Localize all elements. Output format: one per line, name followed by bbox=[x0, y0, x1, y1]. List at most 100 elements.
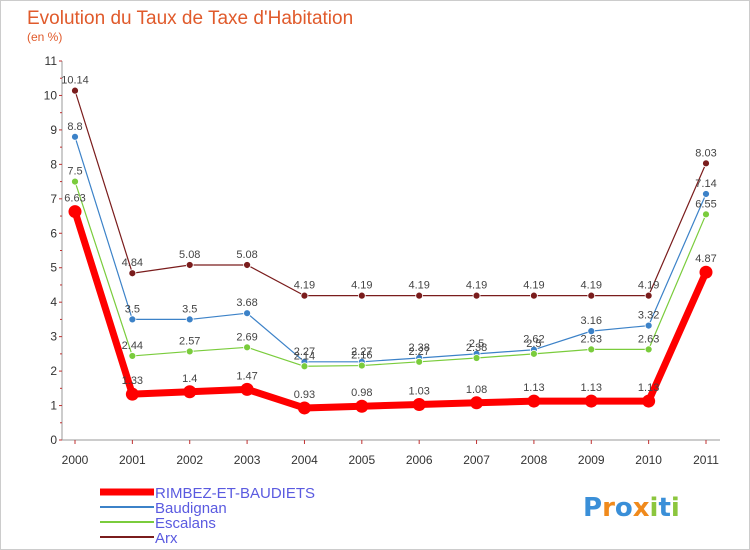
data-label-rimbez-et-baudiets: 0.93 bbox=[294, 389, 315, 401]
data-label-escalans: 2.27 bbox=[408, 346, 429, 358]
data-point-baudignan bbox=[587, 327, 596, 336]
proxiti-logo: Proxiti bbox=[583, 493, 680, 523]
data-label-rimbez-et-baudiets: 1.13 bbox=[581, 382, 602, 394]
data-label-escalans: 2.57 bbox=[179, 335, 200, 347]
data-point-baudignan bbox=[243, 309, 251, 318]
data-point-escalans bbox=[300, 362, 309, 371]
logo-text: Proxiti bbox=[583, 493, 680, 523]
y-tick-label: 9 bbox=[50, 123, 57, 137]
data-label-escalans: 2.44 bbox=[122, 340, 143, 352]
data-label-arx: 5.08 bbox=[179, 249, 200, 261]
chart-title: Evolution du Taux de Taxe d'Habitation bbox=[27, 8, 353, 29]
data-label-escalans: 6.55 bbox=[695, 198, 716, 210]
data-label-rimbez-et-baudiets: 1.47 bbox=[236, 370, 257, 382]
logo-letter: r bbox=[602, 493, 615, 523]
logo-letter: i bbox=[650, 493, 659, 523]
logo-letter: P bbox=[583, 493, 602, 523]
data-label-arx: 8.03 bbox=[695, 147, 716, 159]
y-tick-label: 8 bbox=[50, 157, 57, 171]
x-tick-label: 2004 bbox=[291, 453, 318, 467]
data-label-arx: 4.19 bbox=[638, 280, 659, 292]
data-point-escalans bbox=[644, 345, 653, 354]
data-label-baudignan: 7.14 bbox=[695, 178, 716, 190]
data-point-rimbez-et-baudiets bbox=[584, 394, 598, 408]
y-tick-label: 10 bbox=[44, 88, 58, 102]
legend-label-rimbez-et-baudiets: RIMBEZ-ET-BAUDIETS bbox=[155, 485, 315, 502]
data-point-rimbez-et-baudiets bbox=[355, 399, 369, 413]
y-tick-label: 1 bbox=[50, 399, 57, 413]
x-tick-label: 2011 bbox=[693, 453, 719, 467]
chart-subtitle: (en %) bbox=[27, 30, 62, 44]
data-point-arx bbox=[415, 291, 424, 300]
y-tick-label: 2 bbox=[50, 364, 57, 378]
data-point-rimbez-et-baudiets bbox=[183, 385, 197, 399]
data-label-arx: 4.84 bbox=[122, 257, 143, 269]
data-label-baudignan: 2.38 bbox=[408, 342, 429, 354]
data-label-rimbez-et-baudiets: 6.63 bbox=[64, 193, 85, 205]
x-tick-label: 2005 bbox=[348, 453, 375, 467]
data-label-baudignan: 3.68 bbox=[236, 297, 257, 309]
data-point-escalans bbox=[243, 343, 251, 352]
y-tick-label: 4 bbox=[50, 295, 57, 309]
series-escalans bbox=[71, 177, 710, 371]
data-point-escalans bbox=[472, 354, 481, 362]
data-label-rimbez-et-baudiets: 1.03 bbox=[408, 386, 429, 398]
data-point-arx bbox=[185, 261, 194, 269]
data-label-baudignan: 2.5 bbox=[469, 338, 484, 350]
data-label-arx: 4.19 bbox=[408, 280, 429, 292]
data-point-arx bbox=[472, 291, 481, 300]
data-label-arx: 4.19 bbox=[466, 280, 487, 292]
data-point-arx bbox=[71, 86, 79, 95]
data-point-escalans bbox=[587, 345, 596, 354]
data-label-escalans: 2.38 bbox=[466, 342, 487, 354]
logo-letter: o bbox=[615, 493, 633, 523]
y-tick-label: 7 bbox=[50, 192, 57, 206]
data-point-rimbez-et-baudiets bbox=[527, 394, 541, 408]
y-tick-label: 0 bbox=[50, 433, 57, 447]
data-point-rimbez-et-baudiets bbox=[699, 265, 713, 279]
data-label-arx: 10.14 bbox=[61, 75, 89, 87]
y-tick-label: 3 bbox=[50, 330, 57, 344]
series-line-escalans bbox=[74, 181, 707, 367]
data-point-rimbez-et-baudiets bbox=[68, 205, 82, 219]
data-label-escalans: 2.5 bbox=[526, 338, 541, 350]
data-label-arx: 4.19 bbox=[294, 280, 315, 292]
data-label-arx: 4.19 bbox=[523, 280, 544, 292]
data-point-arx bbox=[702, 159, 710, 168]
data-point-arx bbox=[243, 261, 251, 269]
data-label-baudignan: 3.5 bbox=[125, 303, 140, 315]
data-point-escalans bbox=[702, 210, 710, 219]
axes: 0 1 2 3 4 5 6 7 8 9 10 11 2000 2001 2002 2003 2004 2005 20… bbox=[44, 54, 720, 467]
x-tick-label: 2008 bbox=[521, 453, 548, 467]
data-point-escalans bbox=[415, 357, 424, 366]
data-label-baudignan: 8.8 bbox=[67, 121, 82, 133]
data-point-arx bbox=[587, 291, 596, 300]
data-point-arx bbox=[128, 269, 137, 278]
data-label-arx: 5.08 bbox=[236, 249, 257, 261]
data-point-arx bbox=[530, 291, 538, 300]
logo-letter: t bbox=[658, 493, 670, 523]
data-point-rimbez-et-baudiets bbox=[470, 396, 484, 410]
data-label-rimbez-et-baudiets: 0.98 bbox=[351, 387, 372, 399]
data-point-escalans bbox=[128, 352, 137, 360]
series-layer bbox=[68, 86, 713, 415]
x-tick-label: 2006 bbox=[406, 453, 433, 467]
data-label-escalans: 2.14 bbox=[294, 350, 315, 362]
data-label-rimbez-et-baudiets: 4.87 bbox=[695, 253, 716, 265]
y-tick-label: 5 bbox=[50, 261, 57, 275]
data-point-escalans bbox=[357, 361, 366, 370]
data-label-baudignan: 3.16 bbox=[581, 315, 602, 327]
data-point-baudignan bbox=[644, 321, 653, 330]
data-label-rimbez-et-baudiets: 1.13 bbox=[638, 382, 659, 394]
data-point-escalans bbox=[185, 347, 194, 356]
x-tick-label: 2010 bbox=[635, 453, 662, 467]
legend-label-arx: Arx bbox=[155, 530, 178, 547]
x-tick-label: 2002 bbox=[176, 453, 203, 467]
data-label-arx: 4.19 bbox=[581, 280, 602, 292]
data-point-rimbez-et-baudiets bbox=[125, 387, 139, 401]
data-point-rimbez-et-baudiets bbox=[297, 401, 311, 415]
data-point-baudignan bbox=[702, 190, 710, 198]
legend-label-baudignan: Baudignan bbox=[155, 500, 227, 517]
